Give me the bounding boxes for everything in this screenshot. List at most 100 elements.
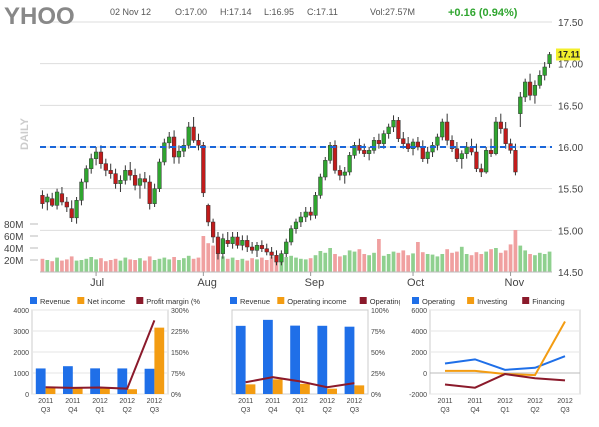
candle-body bbox=[347, 155, 352, 173]
x-tick-year: 2011 bbox=[467, 398, 482, 405]
volume-bar bbox=[118, 260, 123, 272]
x-tick-year: 2011 bbox=[437, 398, 452, 405]
volume-bar bbox=[328, 248, 332, 272]
candle-body bbox=[191, 126, 196, 141]
volume-bar bbox=[537, 252, 542, 272]
x-tick-quarter: Q3 bbox=[150, 407, 159, 414]
candle-body bbox=[211, 221, 216, 238]
volume-bar bbox=[167, 259, 172, 272]
volume-bar bbox=[333, 254, 337, 272]
volume-bar bbox=[508, 244, 513, 272]
candle-body bbox=[167, 136, 172, 144]
candle-body bbox=[479, 168, 484, 173]
candle-body bbox=[430, 145, 435, 153]
volume-bar bbox=[108, 260, 113, 272]
volume-bar bbox=[94, 259, 98, 272]
candle-body bbox=[176, 150, 182, 158]
volume-bar bbox=[274, 258, 279, 272]
y2-tick-label: 225% bbox=[171, 329, 189, 336]
x-tick-quarter: Q4 bbox=[68, 407, 77, 414]
candle-body bbox=[328, 145, 333, 161]
y-tick-label: -2000 bbox=[409, 392, 427, 399]
x-tick-year: 2012 bbox=[347, 398, 363, 405]
candle-body bbox=[376, 140, 381, 144]
legend-label: Operating margin (%) bbox=[370, 297, 400, 306]
legend-label: Revenue bbox=[240, 297, 270, 306]
y-tick-label: 0 bbox=[423, 371, 427, 378]
volume-bar bbox=[55, 257, 59, 272]
revenue-bar bbox=[90, 368, 100, 394]
y2-tick-label: 75% bbox=[371, 329, 385, 336]
candle-body bbox=[386, 126, 391, 134]
operating-income-bar bbox=[245, 384, 256, 394]
candle-body bbox=[279, 253, 284, 263]
quote-low: L:16.95 bbox=[264, 7, 294, 17]
x-tick-year: 2012 bbox=[119, 398, 135, 405]
legend-swatch bbox=[522, 297, 530, 304]
investing-line bbox=[445, 321, 566, 377]
revenue-bar bbox=[290, 325, 300, 394]
volume-bar bbox=[235, 260, 240, 272]
volume-tick-label: 80M bbox=[4, 220, 23, 231]
candle-body bbox=[367, 150, 372, 154]
volume-bar bbox=[216, 254, 220, 272]
x-tick-year: 2011 bbox=[238, 398, 253, 405]
net-income-bar bbox=[154, 327, 165, 394]
candle-body bbox=[537, 75, 542, 86]
volume-bar bbox=[269, 256, 274, 272]
x-tick-label: Nov bbox=[505, 277, 525, 289]
volume-bar bbox=[430, 254, 435, 272]
volume-bar bbox=[347, 250, 352, 272]
volume-bar bbox=[464, 254, 469, 272]
candle-body bbox=[298, 216, 303, 223]
x-tick-label: Jul bbox=[90, 277, 104, 289]
x-tick-year: 2012 bbox=[92, 398, 108, 405]
candle-body bbox=[532, 85, 538, 96]
candle-body bbox=[123, 170, 128, 181]
volume-bar bbox=[308, 258, 313, 272]
x-tick-year: 2011 bbox=[38, 398, 53, 405]
x-tick-year: 2012 bbox=[497, 398, 513, 405]
revenue-bar bbox=[317, 325, 328, 394]
volume-bar bbox=[323, 252, 328, 272]
quote-volume: Vol:27.57M bbox=[370, 7, 415, 17]
x-tick-quarter: Q1 bbox=[295, 407, 304, 414]
candle-body bbox=[503, 128, 508, 144]
legend-swatch bbox=[412, 297, 419, 304]
volume-bar bbox=[264, 260, 269, 272]
net-income-bar bbox=[100, 387, 110, 394]
y-tick-label: 1000 bbox=[13, 371, 29, 378]
volume-bar bbox=[450, 252, 454, 272]
x-tick-label: Sep bbox=[305, 277, 325, 289]
price-tick-label: 15.00 bbox=[558, 226, 583, 237]
candle-body bbox=[323, 160, 328, 178]
volume-bar bbox=[133, 260, 137, 272]
volume-bar bbox=[523, 250, 528, 272]
operating-line bbox=[444, 355, 566, 371]
candle-body bbox=[259, 245, 264, 249]
candle-body bbox=[54, 191, 60, 206]
candle-body bbox=[69, 208, 74, 219]
candle-body bbox=[50, 198, 55, 206]
candle-body bbox=[254, 245, 260, 251]
volume-bar bbox=[420, 252, 425, 272]
candle-body bbox=[391, 120, 396, 128]
volume-bar bbox=[138, 258, 142, 272]
volume-bar bbox=[440, 254, 445, 272]
y-tick-label: 2000 bbox=[411, 350, 427, 357]
price-tick-label: 16.00 bbox=[558, 143, 583, 154]
volume-bar bbox=[484, 251, 489, 272]
y-tick-label: 6000 bbox=[411, 308, 427, 315]
y2-tick-label: 150% bbox=[171, 350, 189, 357]
volume-bar bbox=[386, 254, 391, 272]
legend-swatch bbox=[77, 297, 85, 304]
candle-body bbox=[289, 228, 294, 243]
candle-body bbox=[527, 81, 533, 96]
volume-bar bbox=[357, 249, 362, 272]
x-tick-quarter: Q2 bbox=[530, 407, 539, 414]
volume-bar bbox=[50, 261, 55, 272]
y-tick-label: 0 bbox=[25, 392, 29, 399]
volume-tick-label: 20M bbox=[4, 256, 23, 267]
candle-body bbox=[498, 121, 503, 129]
x-tick-quarter: Q4 bbox=[268, 407, 277, 414]
